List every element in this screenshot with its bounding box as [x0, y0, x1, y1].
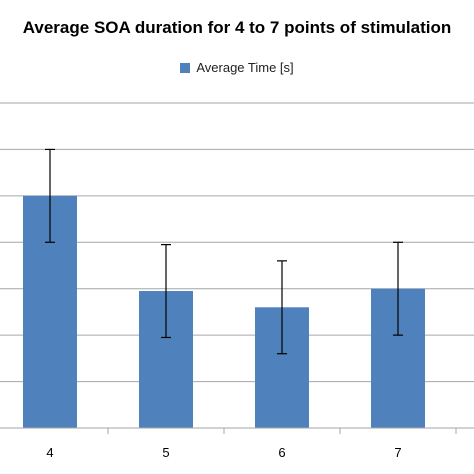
x-tick-label: 4 [46, 445, 53, 460]
legend-swatch [180, 62, 191, 73]
legend: Average Time [s] [0, 60, 474, 75]
legend-label: Average Time [s] [196, 60, 294, 75]
chart-title: Average SOA duration for 4 to 7 points o… [22, 18, 452, 37]
error-bars [45, 148, 403, 355]
x-tick-label: 7 [394, 445, 401, 460]
x-tick-label: 5 [162, 445, 169, 460]
x-axis: 4 5 6 7 [0, 427, 474, 460]
x-tick-label: 6 [278, 445, 285, 460]
bars [23, 195, 425, 428]
